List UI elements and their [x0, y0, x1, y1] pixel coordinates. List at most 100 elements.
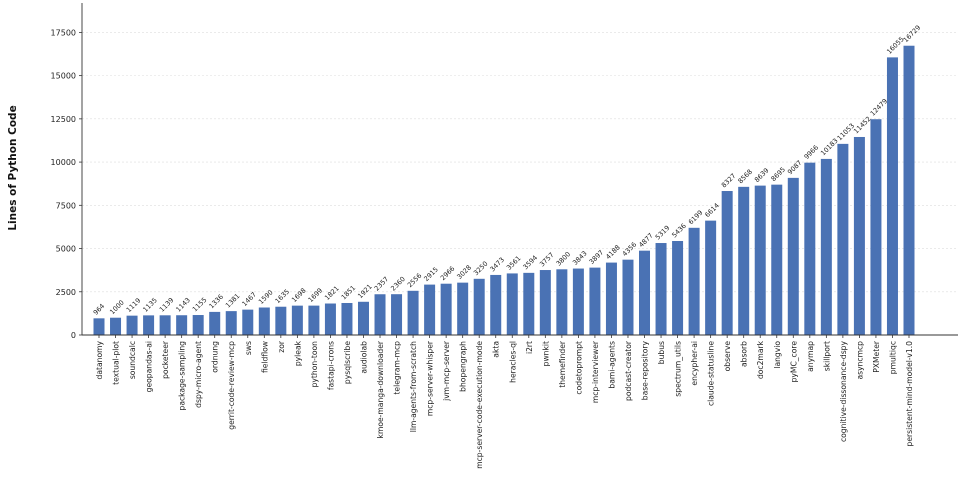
bar-pyMC_core	[787, 177, 799, 335]
data-label: 6199	[687, 209, 705, 227]
x-tick-label: claude-statusline	[707, 341, 716, 406]
bar-podcast-creator	[622, 259, 634, 335]
bar-datanomy	[93, 318, 105, 335]
bar-pocketeer	[159, 315, 171, 335]
x-tick-labels: datanomy textual-plot soundcalc geopandas-a…	[95, 335, 914, 469]
data-label: 1000	[108, 299, 126, 317]
data-label: 11053	[836, 122, 856, 142]
data-label: 3594	[522, 254, 540, 272]
x-tick-label: pocketeer	[161, 340, 170, 379]
x-tick-label: pwnkit	[541, 341, 550, 366]
data-label: 16729	[902, 24, 922, 44]
x-tick-label: dspy-micro-agent	[194, 341, 203, 408]
data-label: 1467	[241, 291, 259, 309]
bar-skillport	[820, 158, 832, 335]
x-tick-label: pmultiqc	[888, 341, 897, 374]
bar-PXMeter	[870, 119, 882, 336]
bar-jvm-mcp-server	[440, 283, 452, 335]
x-tick-label: spectrum_utils	[674, 341, 683, 397]
x-tick-label: mcp-interviewer	[591, 340, 600, 403]
bar-mcp-server-code-execution-mode	[473, 278, 485, 335]
data-label: 1119	[125, 297, 143, 315]
y-tick-label: 0	[71, 331, 76, 340]
x-tick-label: pysqlscribe	[343, 341, 352, 384]
bar-pysqlscribe	[341, 302, 353, 335]
bar-llm-agents-from-scratch	[407, 290, 419, 335]
bar-dspy-micro-agent	[192, 315, 204, 335]
data-label: 1155	[191, 296, 209, 314]
y-tick-label: 12500	[51, 115, 76, 124]
x-tick-label: podcast-creator	[624, 340, 633, 401]
bar-persistent-mind-model-v1.0	[903, 45, 915, 335]
y-ticks: 0 2500 5000 7500 10000 12500 15000 17500	[51, 28, 82, 340]
data-label: 1135	[141, 296, 159, 314]
x-tick-label: python-toon	[310, 341, 319, 388]
y-axis-label: Lines of Python Code	[7, 105, 19, 230]
bar-cognitive-dissonance-dspy	[837, 143, 849, 335]
x-tick-label: bubus	[657, 341, 666, 364]
x-tick-label: mcp-server-code-execution-mode	[475, 341, 484, 469]
bar-themefinder	[556, 269, 568, 335]
data-label: 1921	[356, 283, 374, 301]
bar-bubus	[655, 243, 667, 335]
x-tick-label: akta	[492, 341, 501, 358]
x-tick-label: datanomy	[95, 341, 104, 380]
data-label: 8327	[720, 172, 738, 190]
data-label: 8695	[770, 166, 788, 184]
x-tick-label: doc2mark	[756, 340, 765, 379]
data-label: 12479	[869, 97, 889, 117]
x-tick-label: pyleak	[293, 340, 302, 366]
y-tick-label: 2500	[56, 288, 76, 297]
x-tick-label: textual-plot	[112, 341, 121, 385]
data-label: 3800	[555, 250, 573, 268]
bar-base-repository	[639, 250, 651, 335]
x-tick-label: pyMC_core	[789, 341, 798, 383]
data-label: 3561	[505, 254, 523, 272]
grid-lines	[82, 32, 958, 293]
x-tick-label: bhopengraph	[459, 341, 468, 392]
x-tick-label: persistent-mind-model-v1.0	[905, 341, 914, 447]
data-label: 1139	[158, 296, 176, 314]
x-tick-label: observe	[723, 341, 732, 372]
bar-codetoprompt	[572, 268, 584, 335]
data-label: 3250	[472, 260, 490, 278]
bar-fieldflow	[258, 307, 270, 335]
data-label: 10183	[819, 137, 839, 157]
data-label: 3473	[488, 256, 506, 274]
bar-mcp-server-whisper	[424, 284, 436, 335]
bar-pwnkit	[539, 270, 551, 335]
x-tick-label: jvm-mcp-server	[442, 340, 451, 402]
bar-audiolab	[357, 301, 369, 335]
data-label: 1336	[207, 293, 225, 311]
axes	[81, 3, 958, 336]
bar-encypher-ai	[688, 227, 700, 335]
bars	[93, 45, 915, 336]
data-label: 2556	[406, 272, 424, 290]
x-tick-label: package-sampling	[178, 341, 187, 411]
y-tick-label: 17500	[51, 28, 76, 37]
data-label: 2357	[373, 275, 391, 293]
x-tick-label: audiolab	[359, 341, 368, 374]
data-label: 6614	[703, 202, 721, 220]
bar-python-toon	[308, 305, 320, 335]
bar-sws	[242, 309, 254, 335]
bar-anymap	[804, 162, 816, 335]
bar-i2rt	[523, 272, 535, 335]
bar-fastapi-crons	[324, 303, 336, 335]
x-tick-label: heracles-ql	[508, 341, 517, 383]
data-label: 2915	[422, 265, 440, 283]
x-tick-label: PXMeter	[872, 340, 881, 373]
x-tick-label: cognitive-dissonance-dspy	[839, 341, 848, 443]
x-tick-label: langvio	[773, 341, 782, 369]
x-tick-label: geopandas-ai	[145, 341, 154, 392]
bar-absorb	[738, 186, 750, 335]
bar-bhopengraph	[457, 282, 469, 335]
data-label: 2966	[439, 265, 457, 283]
bar-doc2mark	[754, 185, 766, 335]
bar-zor	[275, 306, 287, 335]
bar-mcp-interviewer	[589, 267, 601, 335]
data-label: 1698	[290, 287, 308, 305]
x-tick-label: fieldflow	[260, 341, 269, 373]
data-label: 11452	[852, 115, 872, 135]
data-label: 3843	[571, 249, 589, 267]
